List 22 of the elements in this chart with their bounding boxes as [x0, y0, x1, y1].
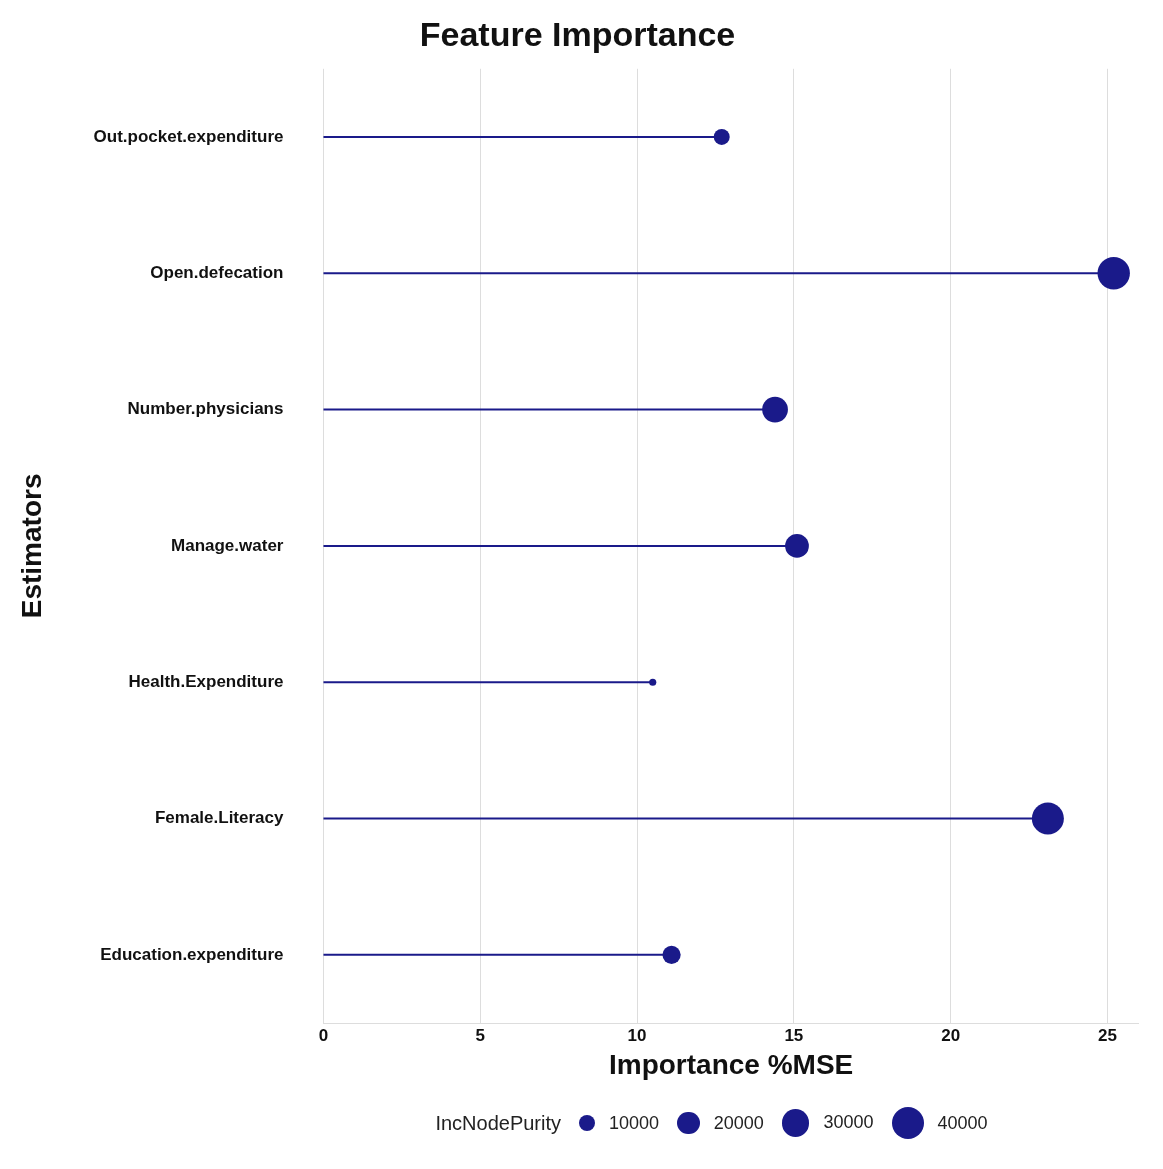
- y-tick-label: Education.expenditure: [100, 944, 284, 964]
- x-tick-label: 20: [941, 1025, 961, 1045]
- point: [785, 534, 809, 558]
- y-tick-label: Manage.water: [171, 535, 284, 555]
- x-tick-label: 25: [1097, 1025, 1117, 1045]
- y-tick-label: Female.Literacy: [154, 808, 285, 828]
- legend-label: 10000: [609, 1112, 660, 1134]
- legend-label: 30000: [823, 1112, 874, 1134]
- x-tick-label: 5: [475, 1025, 485, 1045]
- y-tick-label: Number.physicians: [127, 399, 284, 419]
- y-tick-label: Out.pocket.expenditure: [93, 126, 284, 146]
- legend-title: IncNodePurity: [435, 1111, 562, 1135]
- legend-label: 20000: [713, 1112, 764, 1134]
- x-axis-title: Importance %MSE: [608, 1048, 854, 1080]
- y-tick-label: Open.defecation: [150, 262, 284, 282]
- x-tick-label: 15: [784, 1025, 804, 1045]
- x-tick-label: 0: [318, 1025, 329, 1045]
- y-tick-label: Health.Expenditure: [128, 671, 284, 691]
- legend-label: 40000: [937, 1112, 988, 1134]
- y-axis-title: Estimators: [15, 473, 47, 619]
- x-tick-label: 10: [627, 1025, 647, 1045]
- chart-title: Feature Importance: [419, 14, 736, 53]
